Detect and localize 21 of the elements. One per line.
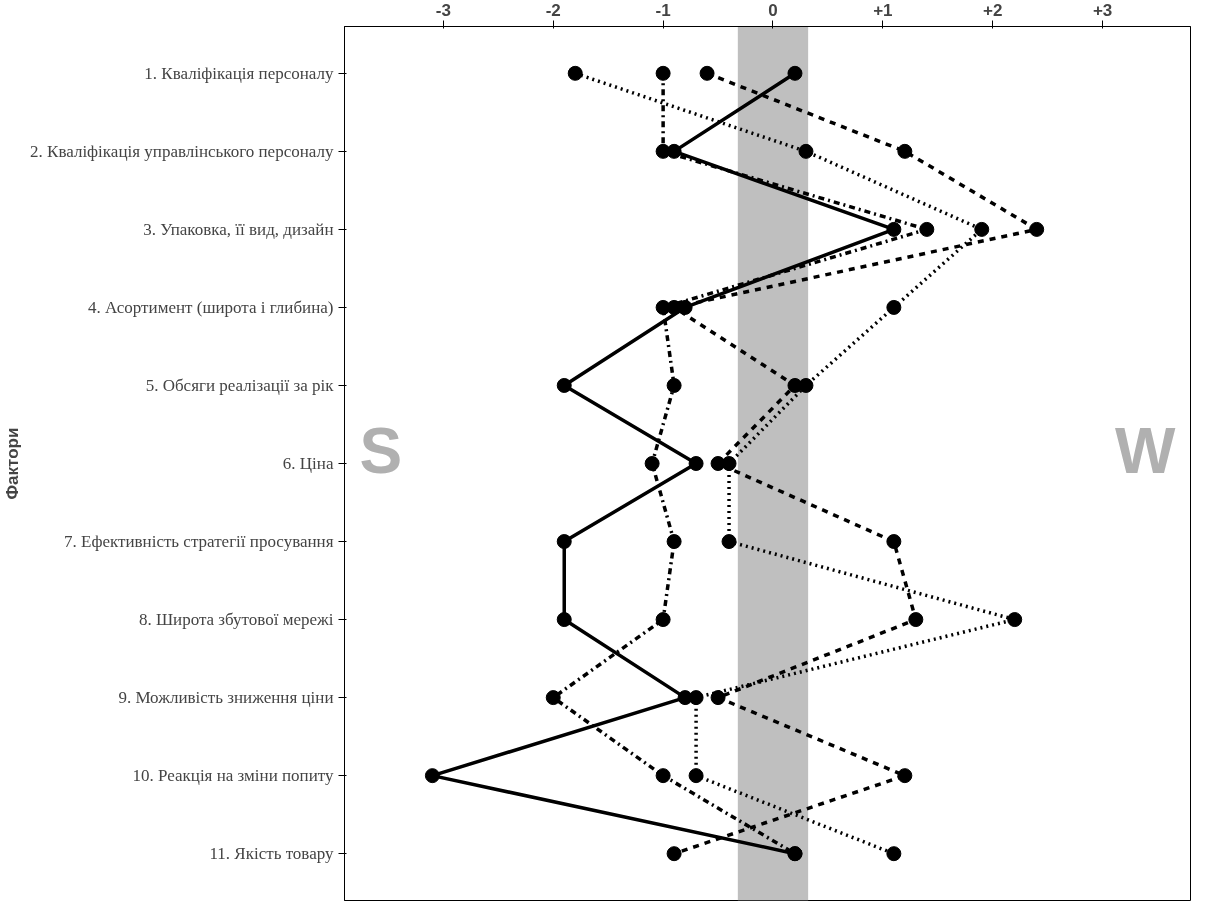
y-axis-title: Фактори [3,427,23,500]
x-tick-label: -1 [655,0,671,20]
y-tick-label: 11. Якість товару [209,844,334,864]
y-tick-label: 7. Ефективність стратегії просування [64,532,334,552]
y-tick-label: 5. Обсяги реалізації за рік [145,375,335,395]
x-tick-label: -3 [435,0,451,20]
annotation: S [359,414,403,487]
y-tick-label: 1. Кваліфікація персоналу [144,63,334,83]
y-tick-label: 6. Ціна [282,454,334,473]
annotation: W [1115,414,1177,487]
x-tick-label: +1 [873,0,893,20]
x-tick-label: -2 [545,0,561,20]
y-tick-label: 2. Кваліфікація управлінського персоналу [30,141,334,161]
x-tick-label: +2 [983,0,1003,20]
x-tick-label: 0 [768,0,778,20]
y-tick-label: 10. Реакція на зміни попиту [132,766,334,786]
y-tick-label: 4. Асортимент (широта і глибина) [87,297,334,317]
y-tick-label: 8. Широта збутової мережі [138,610,334,630]
x-tick-label: +3 [1092,0,1113,20]
y-tick-label: 3. Упаковка, її вид, дизайн [143,219,334,239]
y-tick-label: 9. Можливість зниження ціни [118,688,334,708]
